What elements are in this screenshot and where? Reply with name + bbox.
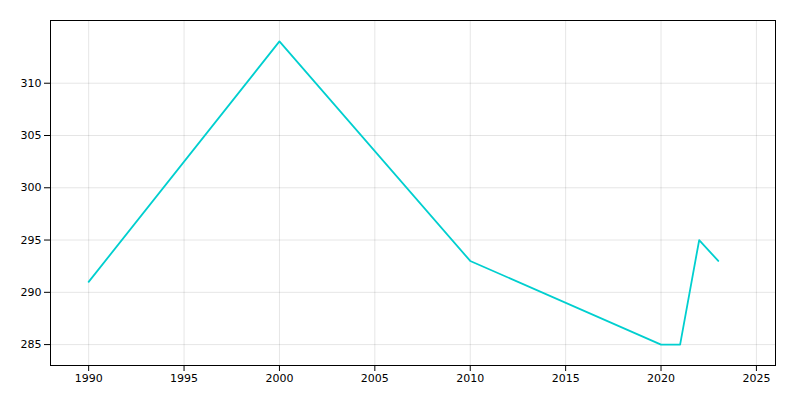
svg-text:305: 305 — [21, 129, 42, 142]
svg-text:1990: 1990 — [75, 372, 103, 385]
svg-text:2020: 2020 — [647, 372, 675, 385]
svg-text:2000: 2000 — [265, 372, 293, 385]
svg-text:300: 300 — [21, 181, 42, 194]
svg-text:295: 295 — [21, 234, 42, 247]
svg-text:1995: 1995 — [170, 372, 198, 385]
svg-text:310: 310 — [21, 77, 42, 90]
svg-text:2010: 2010 — [456, 372, 484, 385]
svg-text:2005: 2005 — [361, 372, 389, 385]
svg-text:2015: 2015 — [552, 372, 580, 385]
svg-text:2025: 2025 — [742, 372, 770, 385]
svg-text:290: 290 — [21, 286, 42, 299]
svg-text:285: 285 — [21, 338, 42, 351]
